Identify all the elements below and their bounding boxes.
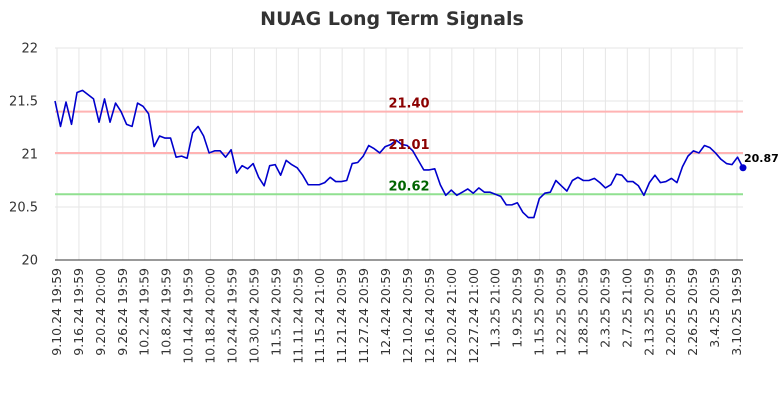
chart-title: NUAG Long Term Signals: [260, 8, 524, 30]
x-tick-label: 3.4.25 20:59: [707, 268, 722, 348]
x-tick-label: 12.16.24 20:59: [422, 268, 437, 364]
last-value-label: 20.87: [744, 152, 779, 165]
reference-line-label: 21.01: [388, 138, 429, 153]
x-tick-label: 12.10.24 20:59: [400, 268, 415, 364]
x-tick-label: 9.10.24 19:59: [49, 268, 64, 356]
x-tick-label: 2.7.25 21:00: [619, 268, 634, 348]
x-tick-label: 12.4.24 20:59: [378, 268, 393, 356]
x-tick-label: 1.15.25 20:59: [532, 268, 547, 356]
y-tick-label: 20: [21, 254, 38, 269]
y-tick-label: 21.5: [9, 95, 38, 110]
x-tick-label: 1.3.25 21:00: [488, 268, 503, 348]
x-tick-label: 2.3.25 20:59: [597, 268, 612, 348]
x-tick-label: 10.24.24 19:59: [224, 268, 239, 364]
x-tick-label: 11.15.24 21:00: [312, 268, 327, 364]
reference-line-label: 20.62: [388, 179, 429, 194]
x-tick-label: 3.10.25 19:59: [729, 268, 744, 356]
x-tick-label: 12.27.24 21:00: [466, 268, 481, 364]
x-tick-label: 10.2.24 19:59: [137, 268, 152, 356]
x-tick-label: 10.14.24 19:59: [181, 268, 196, 364]
grid-layer: [55, 47, 743, 261]
x-tick-label: 1.22.25 20:59: [554, 268, 569, 356]
y-tick-label: 20.5: [9, 201, 38, 216]
reference-line-label: 21.40: [388, 97, 429, 112]
x-tick-label: 2.26.25 20:59: [685, 268, 700, 356]
x-tick-label: 12.20.24 21:00: [444, 268, 459, 364]
label-layer: 21.40 21.01 20.62 20.87: [388, 97, 778, 195]
reference-lines: [55, 110, 743, 196]
x-tick-label: 1.9.25 20:59: [510, 268, 525, 348]
x-tick-label: 10.8.24 19:59: [159, 268, 174, 356]
x-tick-label: 9.16.24 19:59: [71, 268, 86, 356]
x-tick-label: 2.20.25 20:59: [663, 268, 678, 356]
x-tick-label: 10.18.24 20:00: [203, 268, 218, 364]
x-tick-label: 11.27.24 20:59: [356, 268, 371, 364]
x-tick-label: 11.21.24 20:59: [334, 268, 349, 364]
x-tick-label: 11.5.24 20:59: [268, 268, 283, 356]
x-tick-label: 10.30.24 20:59: [246, 268, 261, 364]
y-tick-label: 21: [21, 148, 38, 163]
x-tick-label: 9.26.24 19:59: [115, 268, 130, 356]
series-line: [54, 89, 744, 219]
x-tick-label: 9.20.24 20:00: [93, 268, 108, 356]
series-layer: [54, 89, 747, 219]
x-tick-label: 11.11.24 20:59: [290, 268, 305, 364]
x-tick-label: 1.28.25 20:59: [575, 268, 590, 356]
axis-layer: 20 20.5 21 21.5 22 9.10.24 19:59 9.16.24 19:59…: [9, 42, 744, 364]
last-point-marker: [739, 164, 747, 172]
x-tick-label: 2.13.25 20:59: [641, 268, 656, 356]
y-tick-label: 22: [21, 42, 38, 57]
